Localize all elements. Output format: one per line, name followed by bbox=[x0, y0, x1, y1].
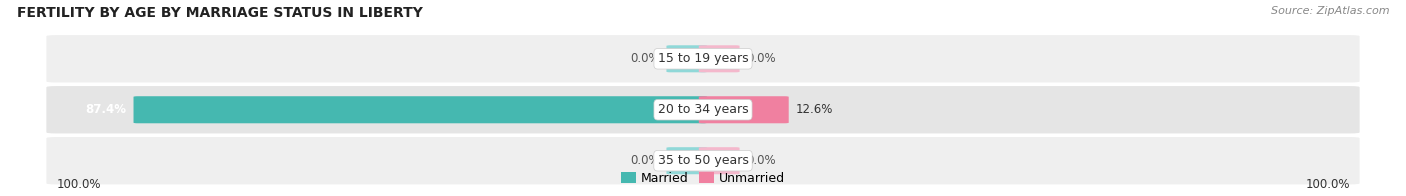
FancyBboxPatch shape bbox=[134, 96, 707, 123]
Text: 0.0%: 0.0% bbox=[747, 154, 776, 167]
FancyBboxPatch shape bbox=[666, 45, 707, 72]
Text: 15 to 19 years: 15 to 19 years bbox=[658, 52, 748, 65]
FancyBboxPatch shape bbox=[699, 147, 740, 174]
Text: Source: ZipAtlas.com: Source: ZipAtlas.com bbox=[1271, 6, 1389, 16]
FancyBboxPatch shape bbox=[699, 45, 740, 72]
Text: 100.0%: 100.0% bbox=[56, 178, 101, 191]
Text: 35 to 50 years: 35 to 50 years bbox=[658, 154, 748, 167]
Text: 12.6%: 12.6% bbox=[796, 103, 834, 116]
Text: 0.0%: 0.0% bbox=[747, 52, 776, 65]
Text: 0.0%: 0.0% bbox=[630, 154, 659, 167]
FancyBboxPatch shape bbox=[666, 147, 707, 174]
Legend: Married, Unmarried: Married, Unmarried bbox=[616, 167, 790, 190]
Text: 0.0%: 0.0% bbox=[630, 52, 659, 65]
Text: FERTILITY BY AGE BY MARRIAGE STATUS IN LIBERTY: FERTILITY BY AGE BY MARRIAGE STATUS IN L… bbox=[17, 6, 423, 20]
Text: 87.4%: 87.4% bbox=[86, 103, 127, 116]
FancyBboxPatch shape bbox=[45, 85, 1361, 135]
Text: 100.0%: 100.0% bbox=[1305, 178, 1350, 191]
FancyBboxPatch shape bbox=[699, 96, 789, 123]
FancyBboxPatch shape bbox=[45, 136, 1361, 186]
FancyBboxPatch shape bbox=[45, 34, 1361, 84]
Text: 20 to 34 years: 20 to 34 years bbox=[658, 103, 748, 116]
